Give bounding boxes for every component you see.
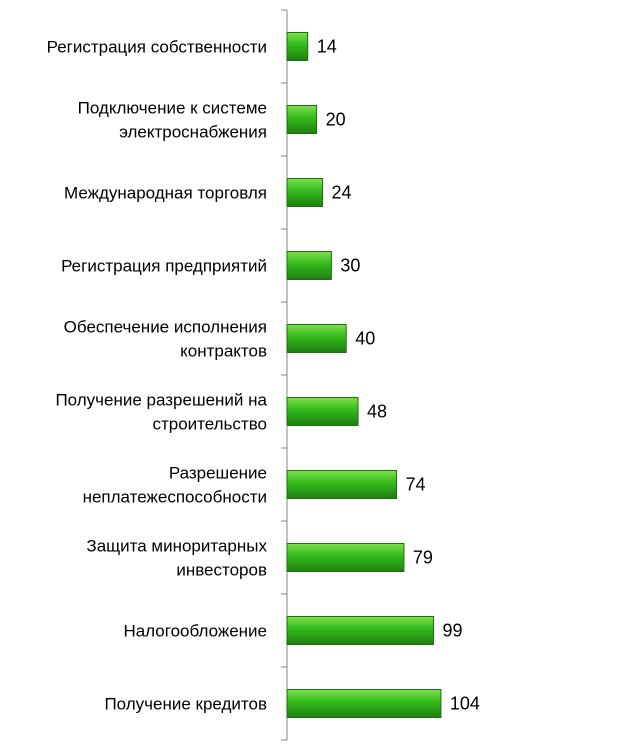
category-label: Защита миноритарных инвесторов (86, 537, 267, 580)
data-label: 74 (406, 475, 426, 495)
plot-area: 14 Регистрация собственности 20 Подключение… (47, 9, 480, 741)
category-label: Подключение к системе электроснабжения (78, 99, 267, 142)
category-label-line: Регистрация предприятий (61, 257, 267, 276)
category-label-line: Подключение к системе (78, 99, 267, 118)
bar (286, 689, 442, 718)
data-label: 48 (367, 402, 387, 422)
category-label: Получение кредитов (104, 695, 267, 714)
data-label: 24 (332, 183, 352, 203)
category-label: Разрешение неплатежеспособности (83, 464, 267, 507)
category-label-line: контрактов (180, 342, 267, 361)
category-label: Обеспечение исполнения контрактов (64, 318, 267, 361)
data-label: 40 (355, 329, 375, 349)
bar (286, 470, 398, 499)
category-label-line: инвесторов (176, 561, 267, 580)
bar (286, 543, 405, 572)
category-label-line: строительство (152, 415, 267, 434)
category-label-line: неплатежеспособности (83, 488, 267, 507)
category-label-line: Получение кредитов (104, 695, 267, 714)
category-label-line: Разрешение (169, 464, 267, 483)
data-label: 30 (340, 256, 360, 276)
data-label: 79 (413, 548, 433, 568)
data-label: 104 (450, 694, 480, 714)
category-label-line: Получение разрешений на (55, 391, 267, 410)
category-label: Регистрация собственности (47, 38, 267, 57)
data-label: 99 (443, 621, 463, 641)
category-label: Регистрация предприятий (61, 257, 267, 276)
data-label: 20 (326, 110, 346, 130)
category-label-line: Международная торговля (64, 184, 267, 203)
category-label: Налогообложение (123, 622, 267, 641)
bar (286, 251, 332, 280)
bar (286, 397, 359, 426)
data-label: 14 (317, 37, 337, 57)
bar (286, 32, 309, 61)
bar (286, 324, 347, 353)
category-label: Получение разрешений на строительство (55, 391, 267, 434)
category-label-line: Защита миноритарных (86, 537, 267, 556)
category-label-line: электроснабжения (119, 123, 267, 142)
category-label-line: Регистрация собственности (47, 38, 267, 57)
bar (286, 105, 318, 134)
category-label: Международная торговля (64, 184, 267, 203)
category-label-line: Налогообложение (123, 622, 267, 641)
category-label-line: Обеспечение исполнения (64, 318, 267, 337)
bar (286, 178, 324, 207)
bar (286, 616, 435, 645)
